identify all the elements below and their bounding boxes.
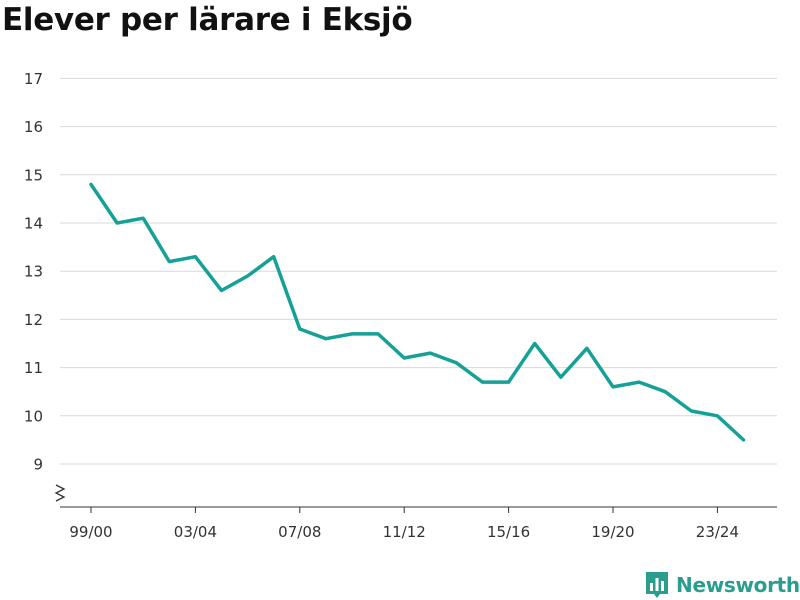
y-tick-label: 16 [24, 118, 43, 136]
x-tick-label: 11/12 [383, 523, 426, 541]
x-tick-label: 23/24 [696, 523, 739, 541]
x-tick-label: 99/00 [69, 523, 112, 541]
gridlines [60, 77, 777, 465]
x-tick-label: 15/16 [487, 523, 530, 541]
chart-title: Elever per lärare i Eksjö [2, 2, 413, 38]
series-group [89, 182, 746, 442]
y-axis-break-icon [54, 484, 66, 502]
newsworthy-logo-icon [646, 572, 668, 598]
brand-logo: Newsworthy [644, 570, 800, 600]
y-tick-label: 13 [24, 263, 43, 281]
y-tick-label: 17 [24, 70, 43, 88]
y-tick-label: 10 [24, 407, 43, 425]
y-tick-label: 9 [33, 456, 43, 474]
brand-name: Newsworthy [676, 573, 800, 597]
y-tick-label: 14 [24, 215, 43, 233]
y-tick-label: 11 [24, 359, 43, 377]
x-tick-label: 03/04 [174, 523, 217, 541]
y-tick-label: 12 [24, 311, 43, 329]
axis-break-zigzag [54, 484, 66, 502]
x-tick-label: 07/08 [278, 523, 321, 541]
x-axis [60, 506, 777, 513]
x-axis-labels: 99/00 03/04 07/08 11/12 15/16 19/20 23/24 [69, 523, 739, 541]
x-tick-label: 19/20 [591, 523, 634, 541]
series-line [89, 182, 746, 442]
y-tick-label: 15 [24, 166, 43, 184]
y-axis-labels: 9 10 11 12 13 14 15 16 17 [24, 70, 43, 474]
